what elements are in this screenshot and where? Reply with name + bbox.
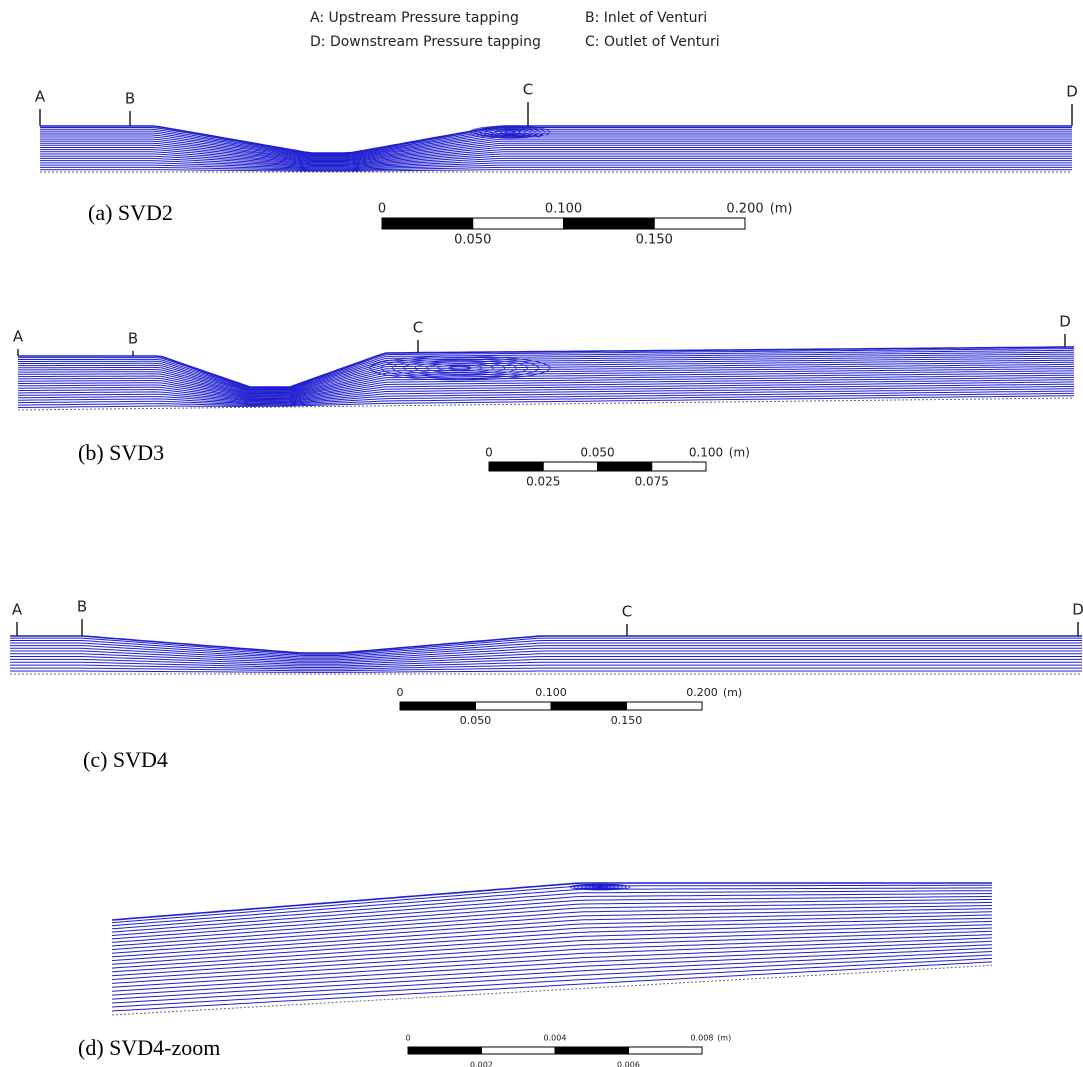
recirculation xyxy=(596,887,604,888)
tap-label: C xyxy=(622,603,632,621)
scale-unit: (m) xyxy=(729,446,750,460)
scale-segment xyxy=(654,218,745,229)
tap-label: A xyxy=(12,601,23,619)
streamline xyxy=(112,888,992,926)
scale-label: 0.150 xyxy=(636,233,673,248)
scale-label: 0 xyxy=(405,1034,410,1043)
scale-label: 0 xyxy=(378,202,386,217)
caption: (a) SVD2 xyxy=(88,200,173,225)
tap-label: D xyxy=(1072,601,1083,619)
tap-label: A xyxy=(35,88,46,106)
scale-segment xyxy=(551,702,627,710)
scale-label: 0.100 xyxy=(535,686,567,699)
scale-label: 0.100 xyxy=(689,446,723,460)
scale-segment xyxy=(489,462,543,471)
scale-label: 0.025 xyxy=(526,475,560,489)
streamline xyxy=(10,671,1082,672)
scale-label: 0 xyxy=(397,686,404,699)
figure: A: Upstream Pressure tapping B: Inlet of… xyxy=(0,0,1083,1067)
scale-label: 0.006 xyxy=(617,1061,640,1067)
recirculation xyxy=(505,131,515,133)
caption: (c) SVD4 xyxy=(83,747,168,772)
scale-segment xyxy=(543,462,597,471)
scale-segment xyxy=(400,702,476,710)
scale-label: 0.075 xyxy=(635,475,669,489)
scale-label: 0.050 xyxy=(454,233,491,248)
scale-label: 0.008 xyxy=(691,1034,714,1043)
scale-segment xyxy=(382,218,473,229)
scale-segment xyxy=(627,702,703,710)
scale-label: 0.200 xyxy=(686,686,718,699)
tap-label: C xyxy=(413,319,423,337)
legend-entry: D: Downstream Pressure tapping xyxy=(310,34,541,50)
tap-label: C xyxy=(523,81,533,99)
tap-label: A xyxy=(13,328,24,346)
legend-entry: A: Upstream Pressure tapping xyxy=(310,10,519,26)
scale-segment xyxy=(629,1047,703,1054)
scale-label: 0.200 xyxy=(726,202,763,217)
scale-label: 0 xyxy=(485,446,493,460)
tap-label: D xyxy=(1059,313,1071,331)
caption: (d) SVD4-zoom xyxy=(78,1035,220,1060)
scale-segment xyxy=(564,218,655,229)
scale-unit: (m) xyxy=(723,686,742,699)
scale-segment xyxy=(482,1047,556,1054)
scale-label: 0.050 xyxy=(580,446,614,460)
tap-label: B xyxy=(125,90,135,108)
scale-segment xyxy=(652,462,706,471)
scale-unit: (m) xyxy=(770,202,793,217)
scale-label: 0.150 xyxy=(611,714,643,727)
streamline xyxy=(112,962,992,1011)
scale-segment xyxy=(408,1047,482,1054)
scale-label: 0.002 xyxy=(470,1061,493,1067)
tap-label: B xyxy=(77,598,87,616)
legend-entry: B: Inlet of Venturi xyxy=(585,10,707,26)
streamline xyxy=(10,668,1082,671)
caption: (b) SVD3 xyxy=(78,440,164,465)
scale-label: 0.050 xyxy=(460,714,492,727)
scale-label: 0.100 xyxy=(545,202,582,217)
scale-label: 0.004 xyxy=(544,1034,567,1043)
scale-segment xyxy=(555,1047,629,1054)
tap-label: D xyxy=(1066,83,1078,101)
scale-unit: (m) xyxy=(717,1034,731,1043)
legend-entry: C: Outlet of Venturi xyxy=(585,34,720,50)
streamline xyxy=(40,170,1072,171)
tap-label: B xyxy=(128,330,138,348)
scale-segment xyxy=(476,702,552,710)
scale-segment xyxy=(473,218,564,229)
scale-segment xyxy=(598,462,652,471)
